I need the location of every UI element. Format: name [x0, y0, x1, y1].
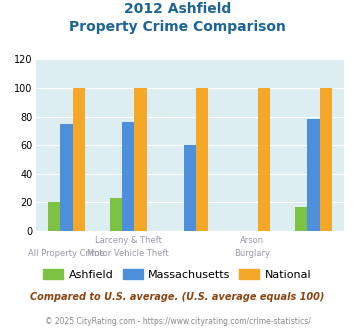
- Bar: [72, 88, 85, 231]
- Text: Compared to U.S. average. (U.S. average equals 100): Compared to U.S. average. (U.S. average …: [30, 292, 325, 302]
- Bar: [110, 198, 122, 231]
- Bar: [48, 202, 60, 231]
- Bar: [60, 124, 72, 231]
- Text: Larceny & Theft: Larceny & Theft: [95, 236, 162, 245]
- Text: Arson: Arson: [240, 236, 264, 245]
- Bar: [258, 88, 270, 231]
- Bar: [122, 122, 134, 231]
- Bar: [320, 88, 332, 231]
- Text: Burglary: Burglary: [234, 249, 270, 258]
- Text: Property Crime Comparison: Property Crime Comparison: [69, 20, 286, 34]
- Bar: [184, 145, 196, 231]
- Bar: [196, 88, 208, 231]
- Legend: Ashfield, Massachusetts, National: Ashfield, Massachusetts, National: [39, 265, 316, 284]
- Text: Motor Vehicle Theft: Motor Vehicle Theft: [87, 249, 169, 258]
- Bar: [134, 88, 147, 231]
- Bar: [295, 207, 307, 231]
- Bar: [307, 119, 320, 231]
- Text: All Property Crime: All Property Crime: [28, 249, 105, 258]
- Text: 2012 Ashfield: 2012 Ashfield: [124, 2, 231, 16]
- Text: © 2025 CityRating.com - https://www.cityrating.com/crime-statistics/: © 2025 CityRating.com - https://www.city…: [45, 317, 310, 326]
